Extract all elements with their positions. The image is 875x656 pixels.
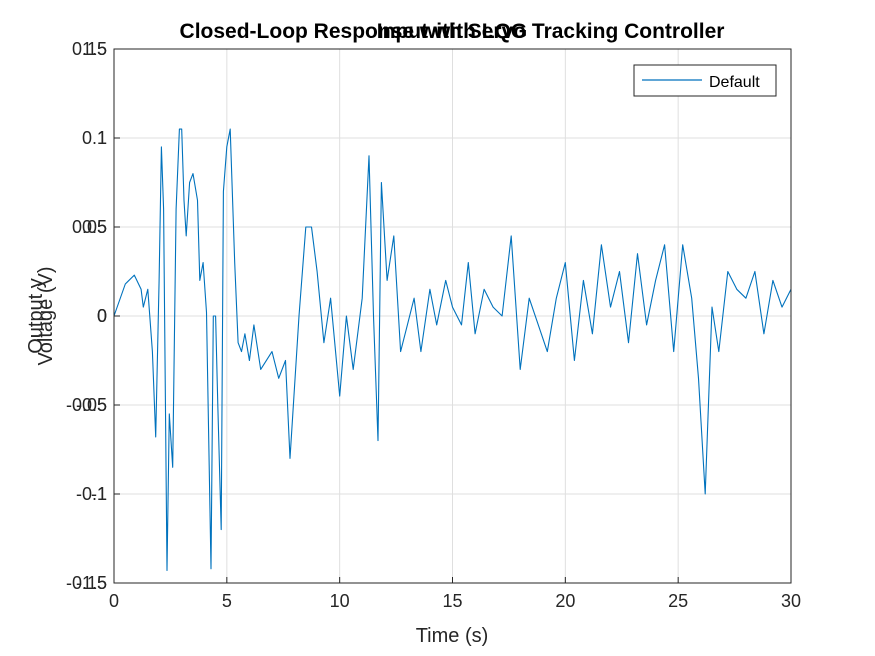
y-tick-label-front: -0.5 — [76, 395, 107, 415]
x-tick-label: 10 — [330, 591, 350, 611]
y-tick-label-front: 1 — [97, 128, 107, 148]
chart-title-front: Closed-Loop Response with Servo Tracking… — [180, 20, 725, 43]
y-tick-label-front: -1.5 — [76, 573, 107, 593]
legend: Default — [633, 64, 777, 97]
tick-layer: 0 5 10 15 20 25 30 -0.15 -0.1 -0.05 0 0.05 0.1 0.15 -1… — [66, 39, 801, 611]
x-tick-label: 0 — [109, 591, 119, 611]
x-tick-label: 5 — [222, 591, 232, 611]
x-tick-label: 15 — [442, 591, 462, 611]
x-tick-label: 25 — [668, 591, 688, 611]
y-tick-label-back: 0 — [97, 306, 107, 326]
y-tick-label-back: -0.05 — [66, 395, 107, 415]
series-line-default — [113, 128, 792, 572]
y-tick-label-back: -0.15 — [66, 573, 107, 593]
y-axis-label-front: Output y — [25, 278, 47, 354]
y-axis-label-back: Voltage (V) — [35, 267, 57, 366]
y-tick-label-back: -0.1 — [76, 484, 107, 504]
y-tick-label-front: -1 — [91, 484, 107, 504]
y-tick-label-front: 1.5 — [82, 39, 107, 59]
y-tick-label-back: 0.15 — [72, 39, 107, 59]
x-tick-label: 30 — [781, 591, 801, 611]
legend-label-default: Default — [709, 74, 760, 91]
x-axis-label: Time (s) — [416, 625, 489, 647]
series-layer — [113, 128, 792, 572]
chart-title-back: Input with LQG — [377, 20, 527, 43]
y-tick-label-front: 0.5 — [82, 217, 107, 237]
y-tick-label-back: 0.1 — [82, 128, 107, 148]
x-tick-label: 20 — [555, 591, 575, 611]
y-tick-label-back: 0.05 — [72, 217, 107, 237]
y-tick-label-front: 0 — [97, 306, 107, 326]
